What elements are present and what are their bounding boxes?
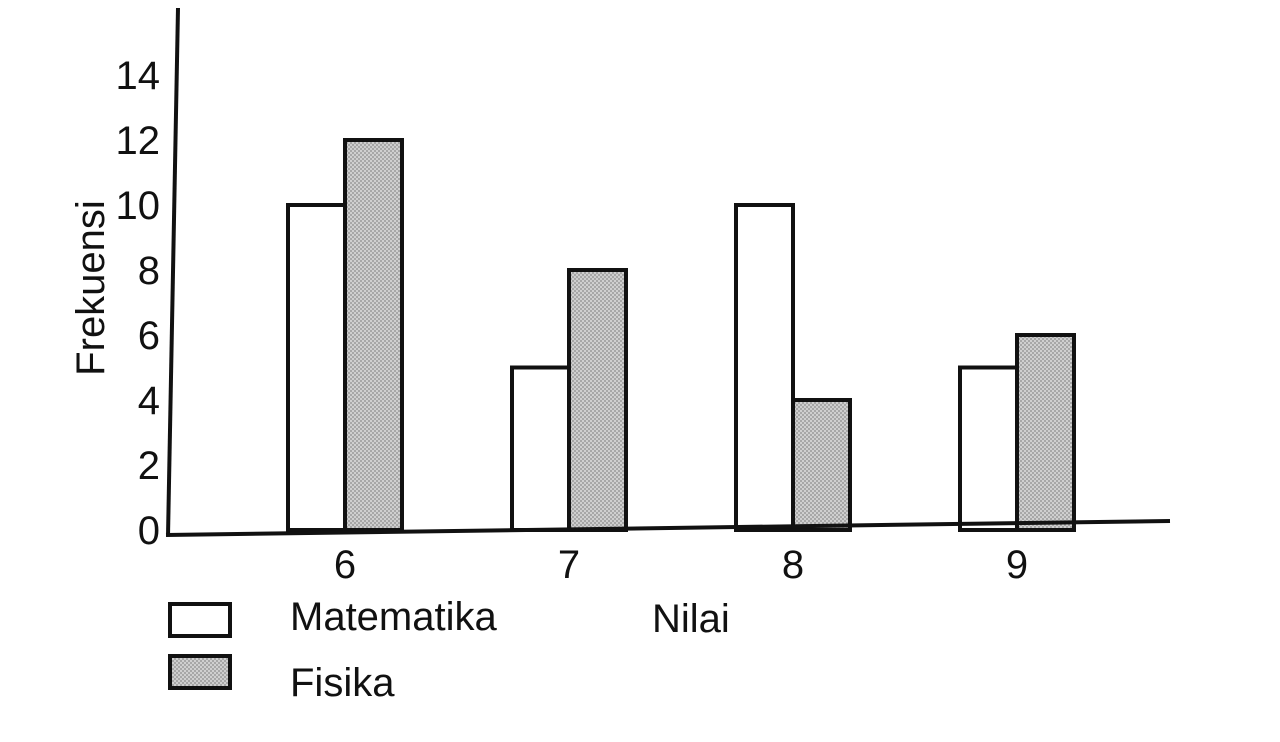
- bar-matematika-7: [510, 365, 571, 532]
- bar-matematika-9: [958, 365, 1019, 532]
- y-tick-12: 12: [116, 119, 161, 163]
- y-tick-0: 0: [138, 509, 160, 553]
- y-tick-4: 4: [138, 379, 160, 423]
- y-tick-8: 8: [138, 249, 160, 293]
- x-tick-8: 8: [782, 543, 804, 587]
- x-tick-7: 7: [558, 543, 580, 587]
- y-tick-14: 14: [116, 54, 161, 98]
- legend-label-matematika: Matematika: [290, 595, 497, 639]
- legend: Matematika Fisika: [168, 595, 497, 705]
- bars-group: [286, 138, 1076, 532]
- x-axis: [165, 519, 1171, 537]
- x-tick-labels: 6 7 8 9: [334, 543, 1028, 587]
- y-tick-2: 2: [138, 444, 160, 488]
- bar-fisika-6: [343, 138, 404, 532]
- bar-fisika-7: [567, 268, 628, 532]
- y-axis-label: Frekuensi: [69, 200, 113, 376]
- y-tick-6: 6: [138, 314, 160, 358]
- x-axis-label: Nilai: [652, 597, 730, 641]
- x-tick-6: 6: [334, 543, 356, 587]
- bar-matematika-8: [734, 203, 795, 532]
- bar-matematika-6: [286, 203, 347, 532]
- bar-fisika-8: [791, 398, 852, 532]
- y-tick-labels: 0 2 4 6 8 10 12 14: [116, 54, 161, 553]
- legend-swatch-matematika: [168, 602, 232, 638]
- x-tick-9: 9: [1006, 543, 1028, 587]
- y-axis: [166, 7, 180, 537]
- legend-label-fisika: Fisika: [290, 661, 395, 705]
- y-tick-10: 10: [116, 184, 161, 228]
- bar-fisika-9: [1015, 333, 1076, 532]
- legend-swatch-fisika: [168, 654, 232, 690]
